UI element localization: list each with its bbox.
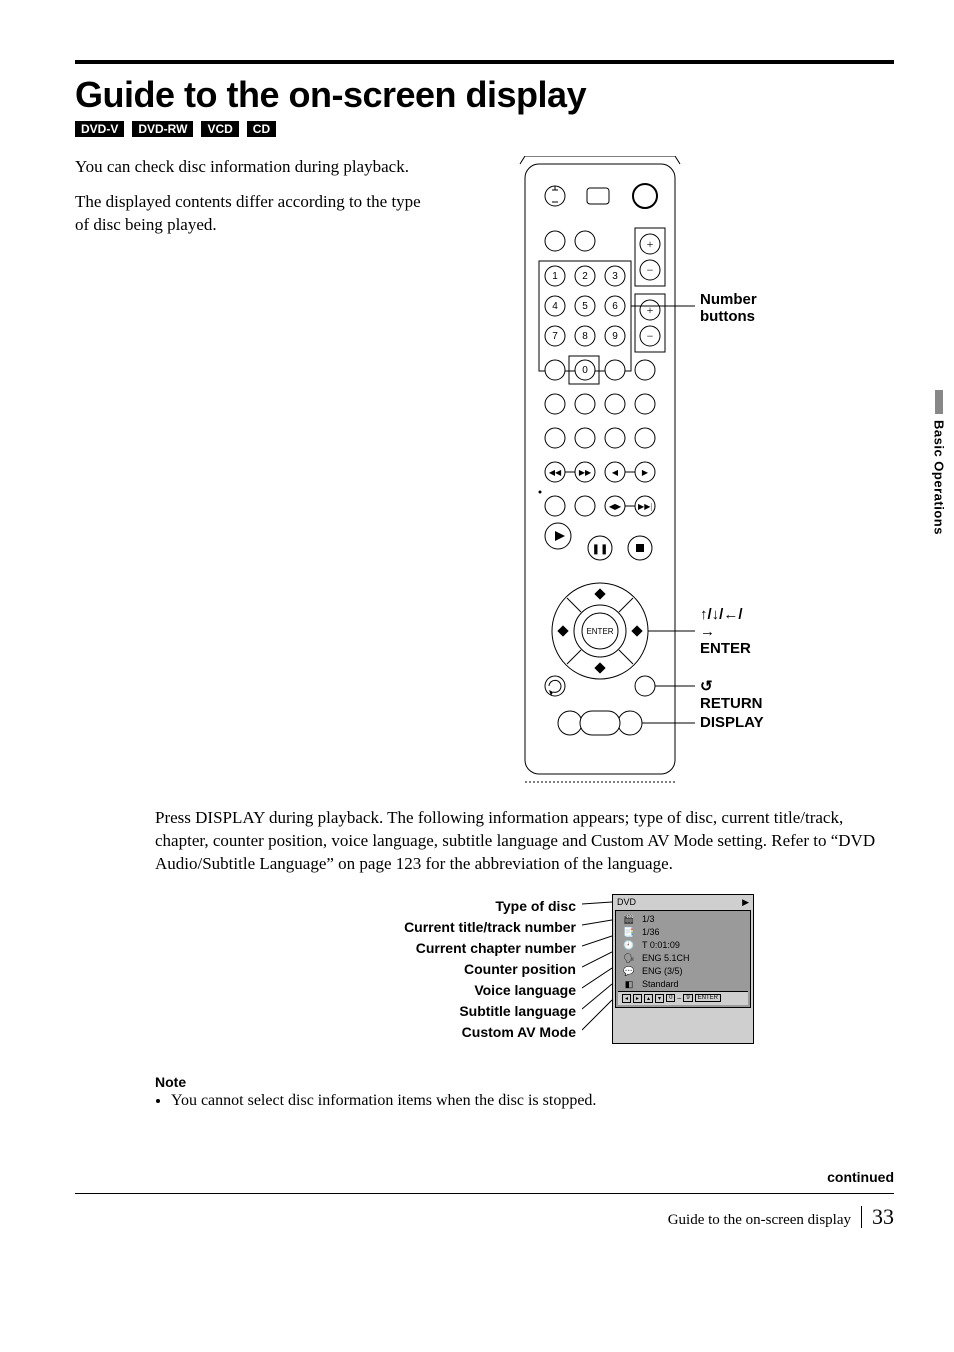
svg-text:◀◀: ◀◀ [549, 468, 562, 477]
tab-marker [935, 390, 943, 414]
intro-text: You can check disc information during pl… [75, 156, 435, 249]
svg-text:−: − [647, 329, 654, 343]
svg-text:5: 5 [582, 301, 588, 312]
svg-text:6: 6 [612, 301, 618, 312]
osd-voice: ENG 5.1CH [642, 953, 690, 963]
svg-text:7: 7 [552, 331, 558, 342]
callout-number-buttons: Number buttons [700, 291, 780, 325]
osd-disc-type: DVD [617, 897, 636, 907]
badge-dvdrw: DVD-RW [132, 121, 193, 137]
chapter-icon: 📑 [622, 927, 636, 938]
osd-subtitle: ENG (3/5) [642, 966, 683, 976]
intro-p2: The displayed contents differ according … [75, 191, 435, 237]
page-number: 33 [872, 1204, 894, 1230]
callout-enter: ENTER [700, 640, 751, 657]
osd-panel: DVD ▶ 🎬 1/3 📑 1/36 🕘 T 0:01:09 🗣 ENG 5.1CH 💬… [612, 894, 754, 1044]
note-heading: Note [155, 1074, 894, 1090]
svg-text:▶▶|: ▶▶| [638, 502, 652, 511]
svg-text:+: + [647, 237, 654, 251]
remote-diagram: + − + − 1 2 3 4 5 6 7 8 9 0 [495, 156, 685, 791]
label-chapter: Current chapter number [404, 938, 576, 959]
svg-text:ENTER: ENTER [586, 627, 613, 636]
svg-text:−: − [647, 263, 654, 277]
audio-icon: 🗣 [622, 953, 636, 964]
title-icon: 🎬 [622, 914, 636, 925]
tab-label: Basic Operations [932, 420, 947, 535]
label-avmode: Custom AV Mode [404, 1022, 576, 1043]
intro-p1: You can check disc information during pl… [75, 156, 435, 179]
svg-text:◀: ◀ [612, 468, 619, 477]
osd-footer: ◂▸▴▾ 0–9 ENTER [618, 991, 748, 1005]
label-subtitle: Subtitle language [404, 1001, 576, 1022]
svg-text:1: 1 [552, 271, 558, 282]
avmode-icon: ◧ [622, 979, 636, 990]
label-counter: Counter position [404, 959, 576, 980]
note-list: You cannot select disc information items… [155, 1092, 894, 1110]
svg-text:2: 2 [582, 271, 588, 282]
section-tab: Basic Operations [924, 390, 954, 540]
arrows-glyph: ↑/↓/←/→ [700, 606, 743, 640]
svg-text:4: 4 [552, 301, 558, 312]
osd-footer-enter: ENTER [695, 994, 721, 1002]
callout-arrows: ↑/↓/←/→ ENTER [700, 606, 751, 657]
osd-header: DVD ▶ [613, 895, 753, 910]
continued-label: continued [827, 1169, 894, 1185]
osd-chapter: 1/36 [642, 927, 660, 937]
format-badges: DVD-V DVD-RW VCD CD [75, 120, 894, 138]
osd-callout-labels: Type of disc Current title/track number … [404, 894, 582, 1044]
svg-text:◀▶: ◀▶ [609, 502, 622, 511]
callout-display: DISPLAY [700, 714, 764, 731]
badge-dvdv: DVD-V [75, 121, 124, 137]
svg-text:0: 0 [582, 365, 588, 376]
label-type-of-disc: Type of disc [404, 896, 576, 917]
callout-return: ↺ RETURN [700, 677, 763, 712]
badge-cd: CD [247, 121, 276, 137]
osd-counter: T 0:01:09 [642, 940, 680, 950]
osd-title-track: 1/3 [642, 914, 655, 924]
badge-vcd: VCD [201, 121, 238, 137]
svg-text:3: 3 [612, 271, 618, 282]
section-rule [75, 60, 894, 64]
svg-text:8: 8 [582, 331, 588, 342]
page-title: Guide to the on-screen display [75, 74, 894, 116]
clock-icon: 🕘 [622, 940, 636, 951]
svg-text:❚❚: ❚❚ [592, 544, 609, 555]
svg-text:+: + [647, 303, 654, 317]
label-voice: Voice language [404, 980, 576, 1001]
note-item: You cannot select disc information items… [171, 1092, 894, 1110]
osd-avmode: Standard [642, 979, 679, 989]
mid-paragraph: Press DISPLAY during playback. The follo… [155, 807, 894, 876]
footer-separator [861, 1206, 862, 1228]
svg-text:9: 9 [612, 331, 618, 342]
osd-leader-lines [582, 894, 612, 1044]
svg-text:▶▶: ▶▶ [579, 468, 592, 477]
label-title-track: Current title/track number [404, 917, 576, 938]
subtitle-icon: 💬 [622, 966, 636, 977]
svg-text:▶: ▶ [642, 468, 649, 477]
footer-caption: Guide to the on-screen display [668, 1212, 851, 1229]
play-icon: ▶ [742, 897, 749, 908]
